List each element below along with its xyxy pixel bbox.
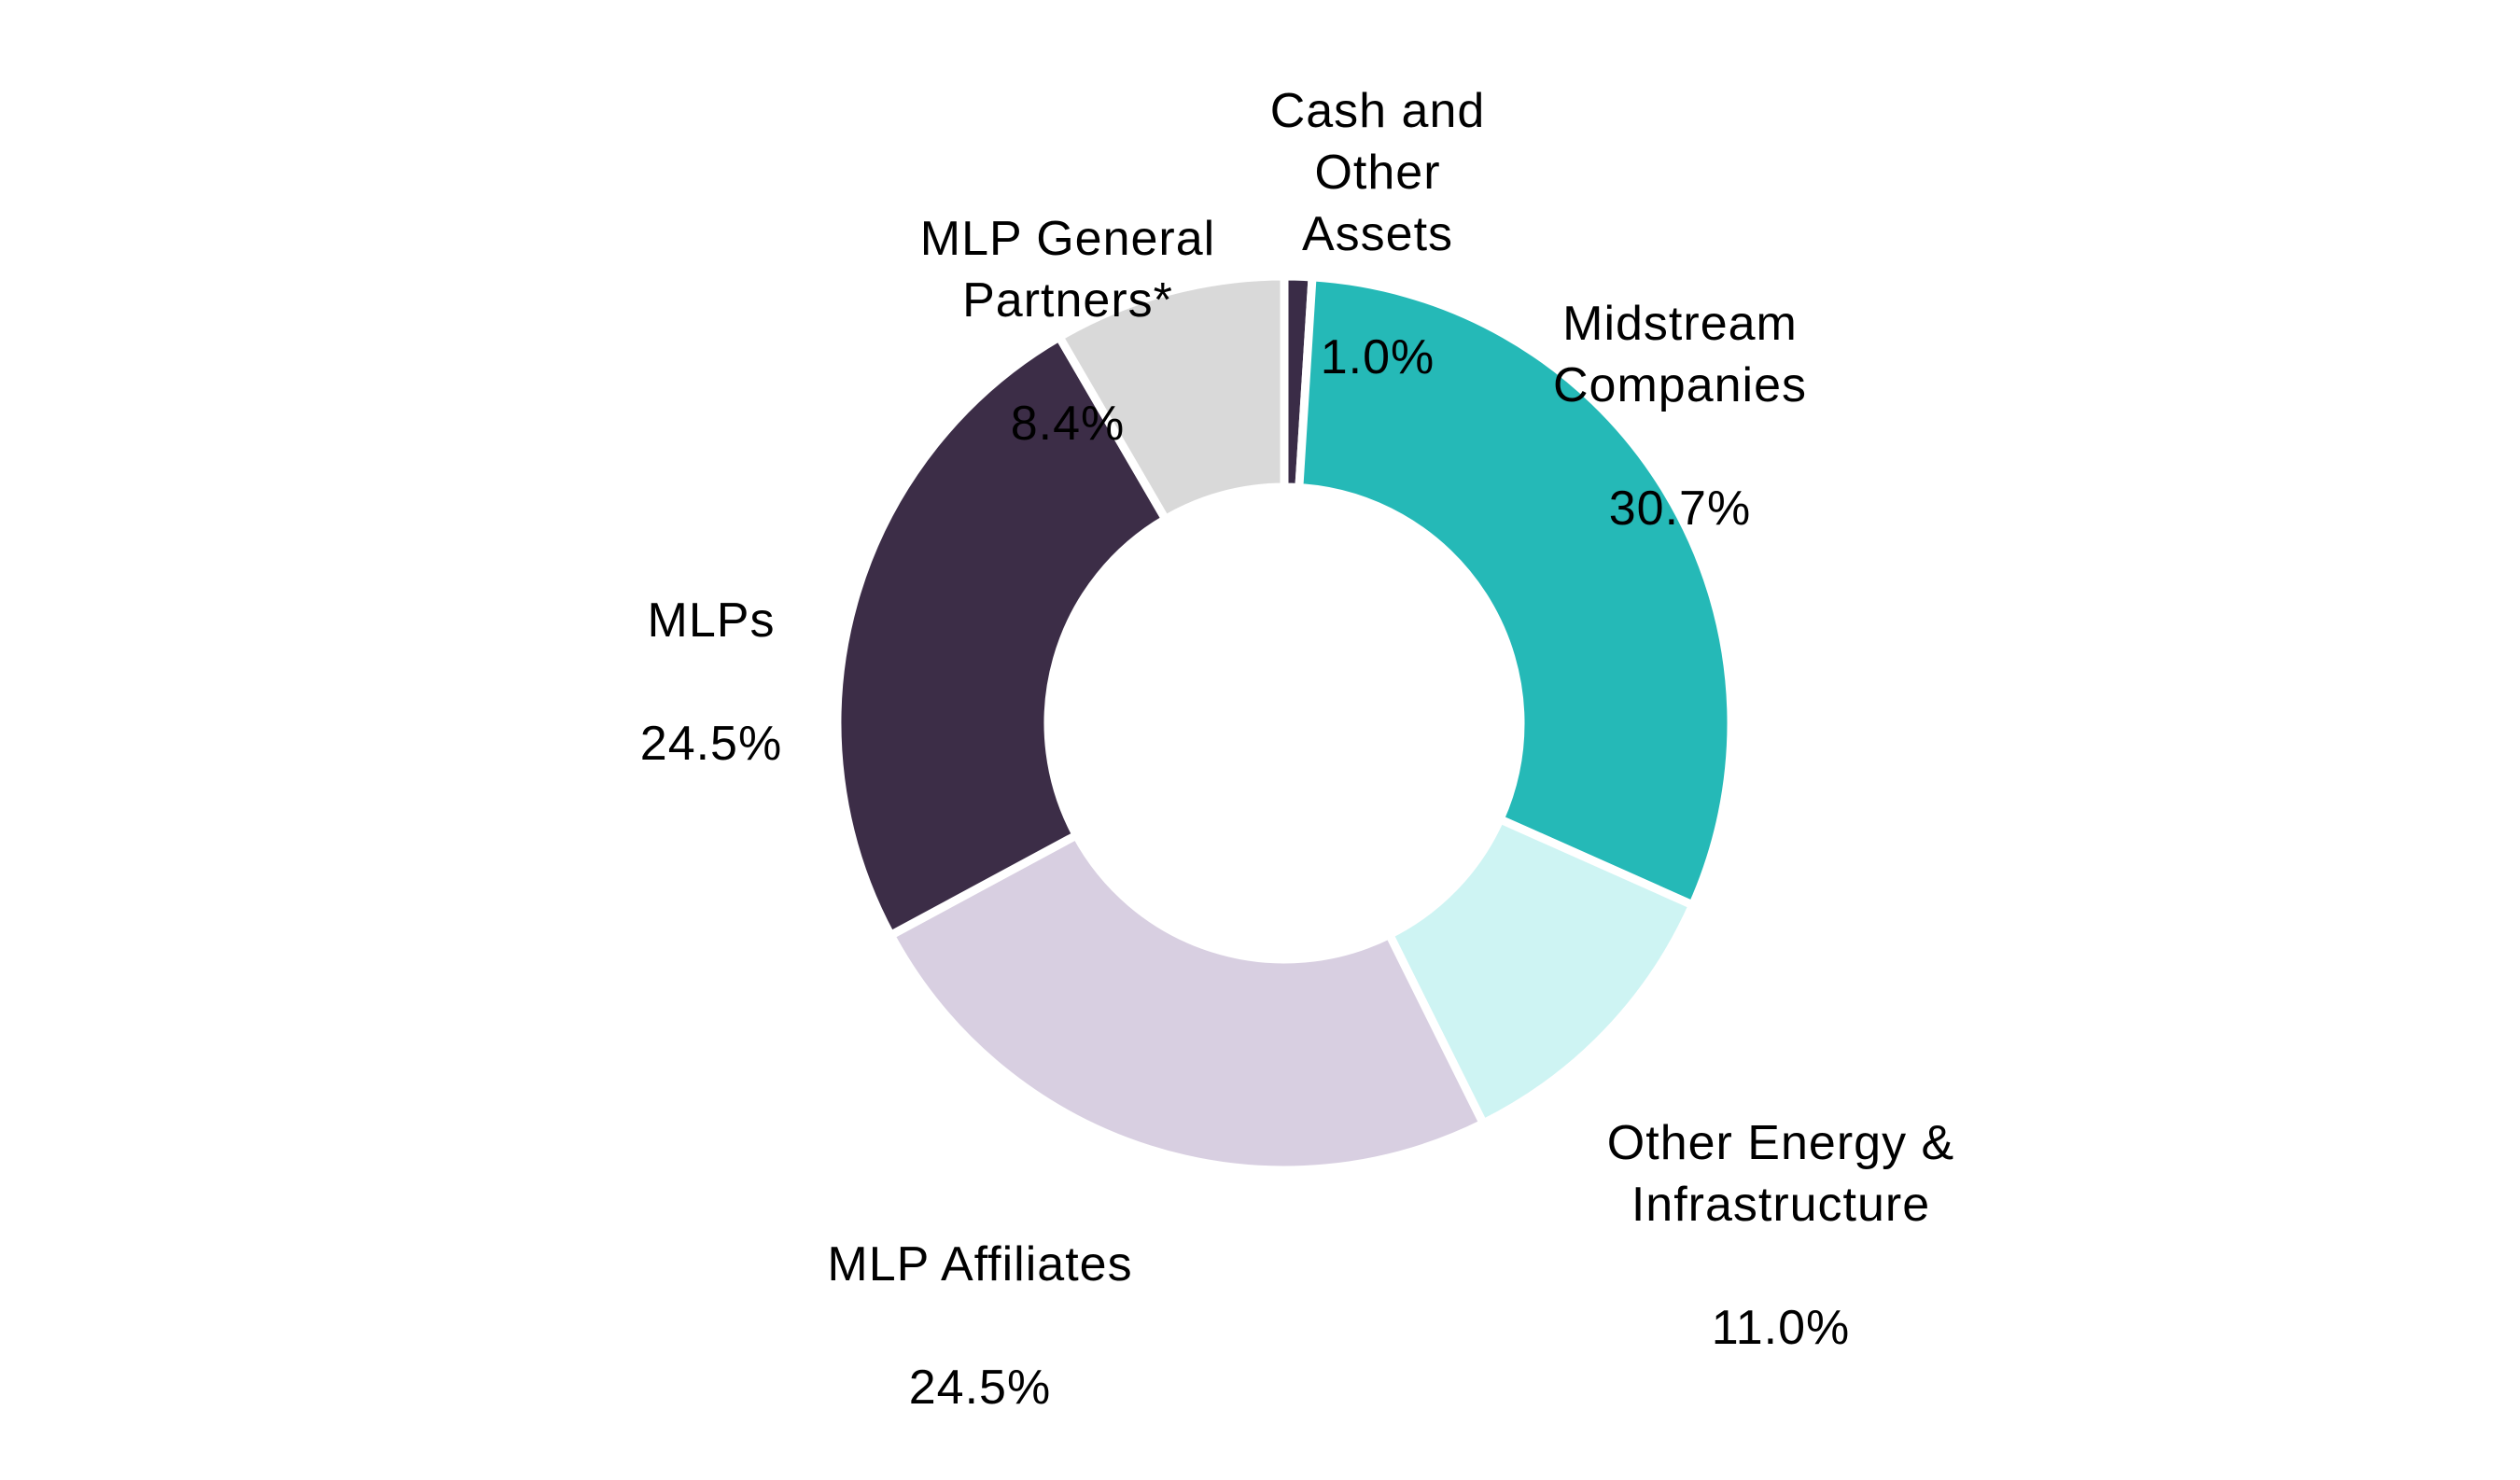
label-cash-pct: 1.0% bbox=[1320, 330, 1435, 384]
label-gp: MLP General Partners* 8.4% bbox=[920, 147, 1215, 516]
donut-slice-mlp-general-partners bbox=[1053, 272, 1289, 525]
label-midstream-pct: 30.7% bbox=[1608, 482, 1752, 536]
label-midstream: Midstream Companies 30.7% bbox=[1553, 231, 1807, 601]
label-other-energy: Other Energy & Infrastructure 11.0% bbox=[1607, 1051, 1954, 1420]
label-cash-name: Cash and Other Assets bbox=[1269, 84, 1486, 261]
label-gp-name: MLP General Partners* bbox=[919, 212, 1216, 328]
label-other-energy-name: Other Energy & Infrastructure bbox=[1606, 1116, 1955, 1232]
label-other-energy-pct: 11.0% bbox=[1711, 1301, 1851, 1355]
label-midstream-name: Midstream Companies bbox=[1552, 297, 1808, 412]
label-mlps-pct: 24.5% bbox=[639, 717, 783, 771]
donut-slice-other-energy-infrastructure bbox=[1383, 813, 1699, 1129]
label-mlps: MLPs 24.5% bbox=[640, 528, 782, 836]
donut-slice-mlps bbox=[833, 330, 1171, 942]
label-affiliates-name: MLP Affiliates bbox=[827, 1237, 1133, 1292]
donut-slices bbox=[833, 272, 1736, 1175]
donut-chart bbox=[833, 272, 1736, 1175]
label-mlps-name: MLPs bbox=[647, 593, 776, 648]
label-gp-pct: 8.4% bbox=[1010, 397, 1126, 451]
label-affiliates-pct: 24.5% bbox=[908, 1361, 1052, 1415]
donut-slice-midstream-companies bbox=[1295, 272, 1736, 911]
label-affiliates: MLP Affiliates 24.5% bbox=[827, 1172, 1132, 1480]
label-cash: Cash and Other Assets 1.0% bbox=[1270, 19, 1486, 450]
donut-slice-mlp-affiliates bbox=[885, 829, 1490, 1175]
